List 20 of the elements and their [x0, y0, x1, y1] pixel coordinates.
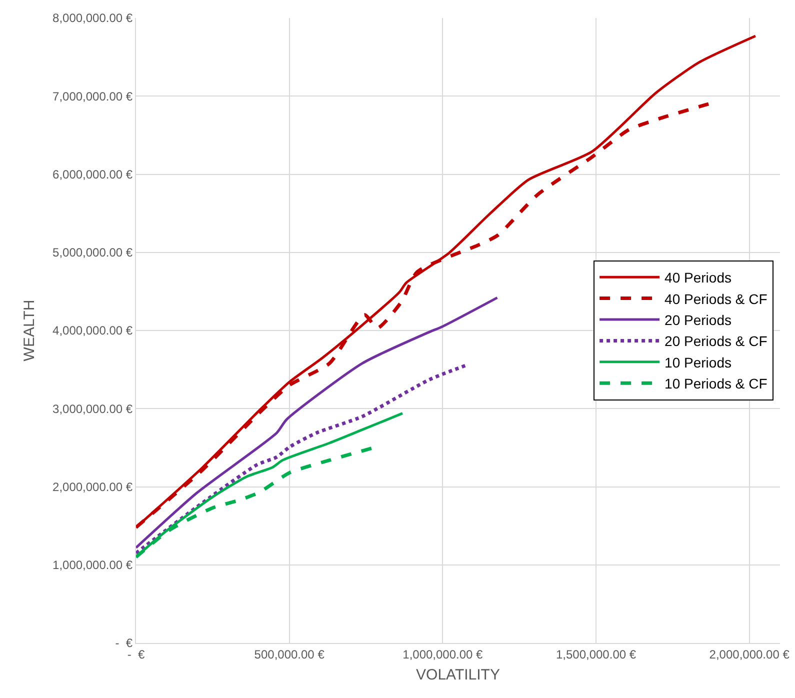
- x-tick-label: 1,500,000.00 €: [556, 647, 636, 662]
- y-tick-label: 4,000,000.00 €: [52, 324, 133, 338]
- x-axis-title: VOLATILITY: [416, 666, 500, 684]
- legend-label: 10 Periods & CF: [664, 376, 768, 392]
- y-tick-label: 1,000,000.00 €: [52, 558, 133, 572]
- legend-label: 40 Periods: [664, 270, 732, 286]
- x-tick-label: 1,000,000.00 €: [402, 647, 484, 662]
- x-tick-label: 2,000,000.00 €: [709, 647, 790, 662]
- y-axis-title: WEALTH: [20, 300, 38, 362]
- y-tick-label: 8,000,000.00 €: [52, 11, 133, 26]
- y-tick-label: 7,000,000.00 €: [52, 89, 133, 104]
- legend-label: 40 Periods & CF: [664, 290, 768, 307]
- legend-label: 10 Periods: [664, 354, 732, 370]
- y-tick-label: 5,000,000.00 €: [52, 246, 133, 260]
- y-tick-label: 2,000,000.00 €: [52, 480, 133, 494]
- y-tick-label: 3,000,000.00 €: [52, 402, 133, 416]
- y-tick-label: 6,000,000.00 €: [52, 167, 133, 182]
- legend-label: 20 Periods: [664, 312, 732, 328]
- legend-label: 20 Periods & CF: [664, 333, 768, 350]
- x-tick-label: 500,000.00 €: [254, 647, 325, 662]
